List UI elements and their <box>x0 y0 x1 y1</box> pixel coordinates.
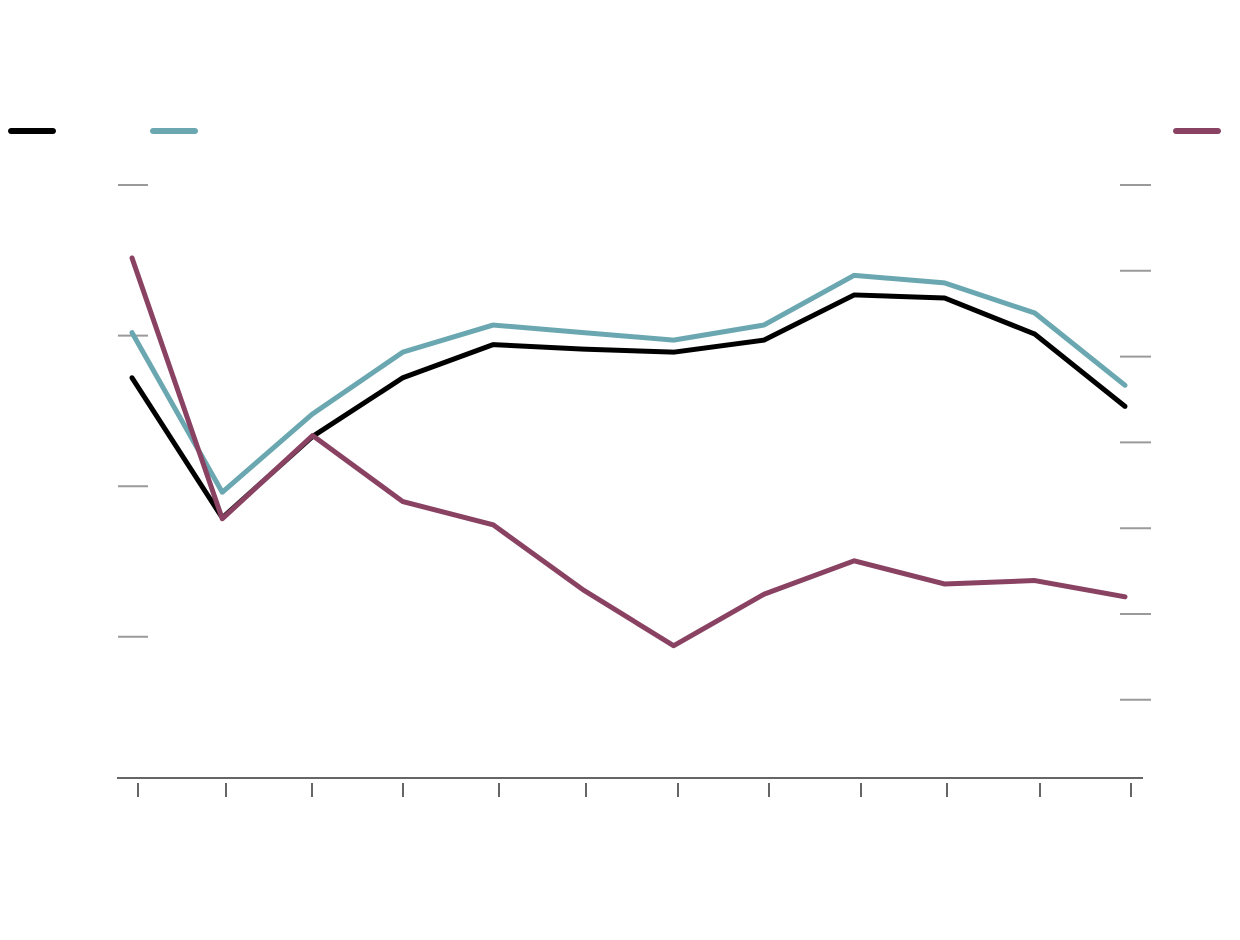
x-axis <box>117 777 1143 797</box>
right-axis-ticks <box>1120 184 1151 701</box>
series-line-2 <box>129 272 1128 495</box>
series-lines <box>129 255 1128 649</box>
series-line-1 <box>129 292 1128 521</box>
left-axis-ticks <box>118 184 148 638</box>
series-line-3 <box>129 255 1128 649</box>
